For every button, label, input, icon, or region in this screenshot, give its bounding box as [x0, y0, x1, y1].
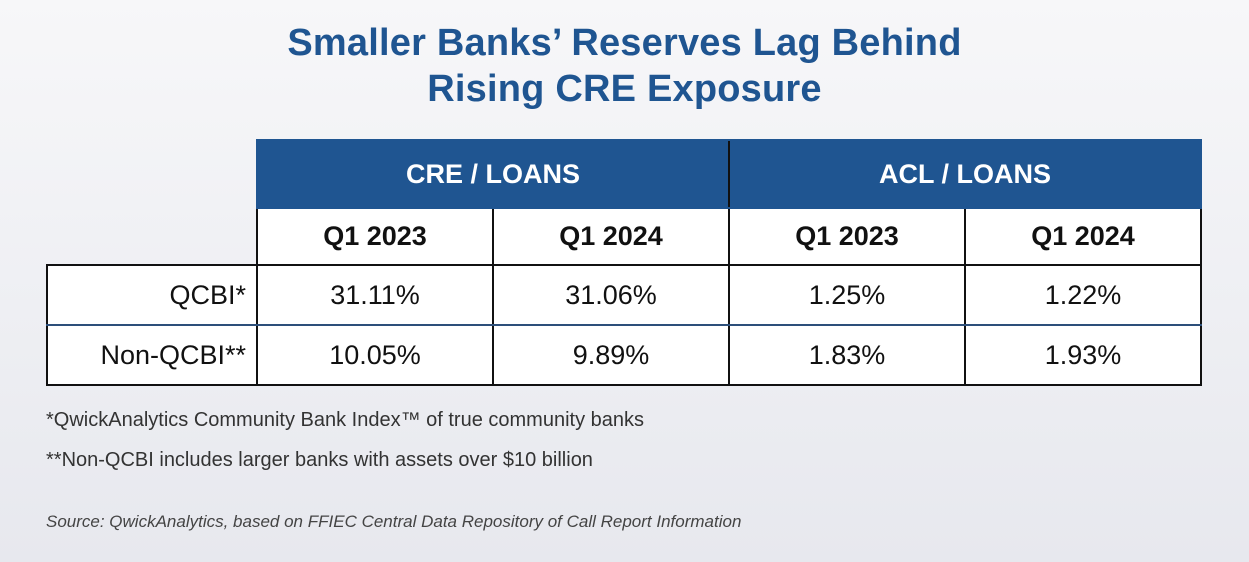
data-cell: 31.06% [492, 264, 730, 326]
blank-corner [47, 140, 257, 208]
source-note: Source: QwickAnalytics, based on FFIEC C… [46, 512, 742, 531]
blank-corner-2 [47, 208, 257, 265]
data-cell: 1.25% [728, 264, 966, 326]
sub-header-row: Q1 2023 Q1 2024 Q1 2023 Q1 2024 [47, 208, 1202, 266]
data-cell: 1.83% [728, 325, 966, 386]
data-cell: 1.22% [964, 264, 1202, 326]
title-line-1: Smaller Banks’ Reserves Lag Behind [287, 22, 962, 64]
group-header-cre-loans: CRE / LOANS [256, 139, 729, 209]
column-header: Q1 2023 [256, 208, 494, 266]
data-cell: 1.93% [964, 325, 1202, 386]
group-header-row: CRE / LOANS ACL / LOANS [47, 139, 1202, 209]
data-cell: 10.05% [256, 325, 494, 386]
group-header-acl-loans: ACL / LOANS [728, 139, 1202, 209]
footnotes: *QwickAnalytics Community Bank Index™ of… [46, 408, 644, 488]
chart-title: Smaller Banks’ Reserves Lag Behind Risin… [0, 20, 1249, 112]
row-label-non-qcbi: Non-QCBI** [46, 325, 258, 386]
data-cell: 31.11% [256, 264, 494, 326]
column-header: Q1 2024 [492, 208, 730, 266]
footnote-1: *QwickAnalytics Community Bank Index™ of… [46, 409, 644, 431]
row-label-qcbi: QCBI* [46, 264, 258, 326]
column-header: Q1 2024 [964, 208, 1202, 266]
table-row: QCBI* 31.11% 31.06% 1.25% 1.22% [46, 264, 1202, 326]
table-row: Non-QCBI** 10.05% 9.89% 1.83% 1.93% [46, 325, 1202, 386]
data-table: CRE / LOANS ACL / LOANS Q1 2023 Q1 2024 … [46, 139, 1202, 386]
title-line-2: Rising CRE Exposure [427, 68, 822, 110]
column-header: Q1 2023 [728, 208, 966, 266]
footnote-2: **Non-QCBI includes larger banks with as… [46, 449, 593, 471]
data-cell: 9.89% [492, 325, 730, 386]
